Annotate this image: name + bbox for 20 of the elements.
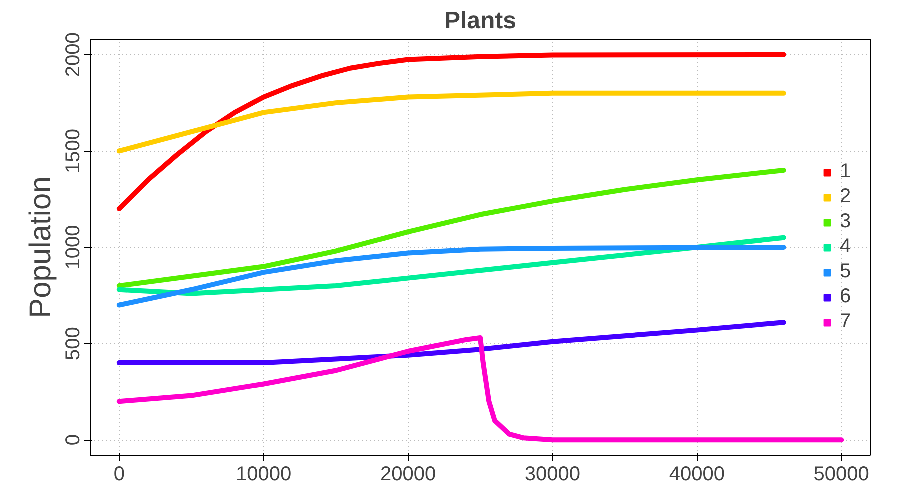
legend-label: 6 — [840, 286, 852, 308]
x-tick-label: 30000 — [524, 464, 581, 485]
legend-label: 3 — [840, 210, 852, 234]
x-tick-label: 0 — [114, 464, 125, 485]
y-tick-label: 1000 — [62, 225, 84, 270]
y-axis-title: Population — [24, 176, 58, 318]
y-tick-label: 2000 — [62, 32, 84, 78]
y-tick-label: 0 — [62, 434, 84, 446]
chart-title: Plants — [444, 8, 517, 34]
y-tick-label: 1500 — [62, 128, 84, 174]
x-tick-label: 50000 — [814, 464, 870, 485]
x-tick-label: 20000 — [380, 464, 436, 485]
legend-label: 5 — [840, 260, 852, 284]
legend-label: 7 — [840, 310, 852, 334]
y-tick-label: 500 — [62, 327, 84, 360]
x-tick-label: 10000 — [236, 464, 292, 485]
x-tick-label: 40000 — [669, 464, 725, 485]
legend-label: 1 — [840, 160, 852, 184]
legend-label: 4 — [840, 236, 852, 258]
legend-label: 2 — [840, 186, 852, 208]
